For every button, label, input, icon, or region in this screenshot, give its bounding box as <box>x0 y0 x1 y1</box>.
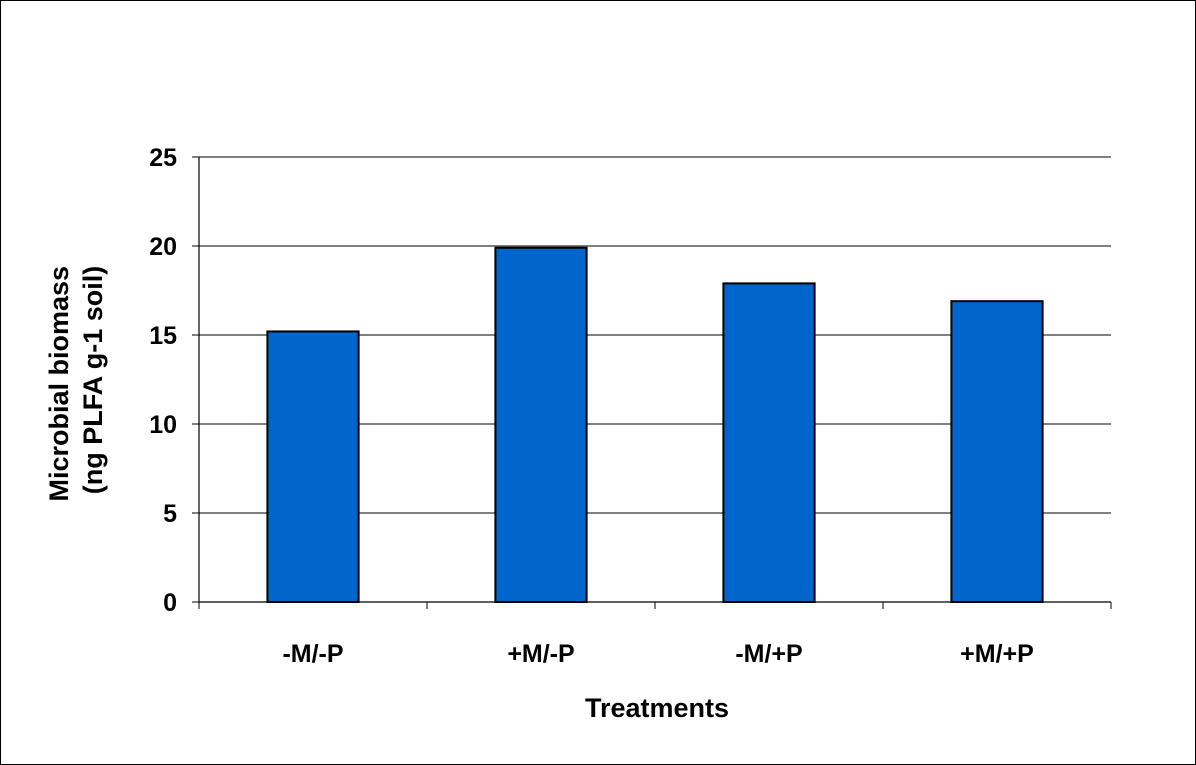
y-tick-label: 25 <box>149 144 177 172</box>
y-axis-title-line-1: Microbial biomass <box>44 266 74 502</box>
x-tick-labels: -M/-P +M/-P -M/+P +M/+P <box>282 640 1033 668</box>
y-tick-labels: 0 5 10 15 20 25 <box>149 144 177 617</box>
y-tick-label: 10 <box>149 411 177 439</box>
bar-0 <box>266 330 360 603</box>
y-axis-title-line-2: (ng PLFA g-1 soil) <box>78 266 108 495</box>
x-tick-label: -M/-P <box>282 640 343 668</box>
bars <box>266 246 1044 603</box>
bar-1 <box>494 246 588 603</box>
x-tick-label: -M/+P <box>735 640 802 668</box>
y-tick-label: 15 <box>149 322 177 350</box>
y-axis-title: Microbial biomass (ng PLFA g-1 soil) <box>44 258 108 501</box>
y-tick-label: 0 <box>163 589 177 617</box>
x-tick-label: +M/-P <box>507 640 574 668</box>
y-tick-label: 20 <box>149 233 177 261</box>
bar-3 <box>950 300 1044 603</box>
x-axis-title: Treatments <box>585 693 729 723</box>
axes <box>198 157 1111 603</box>
x-tick-label: +M/+P <box>960 640 1034 668</box>
y-tick-label: 5 <box>163 500 177 528</box>
bar-2 <box>722 282 816 603</box>
